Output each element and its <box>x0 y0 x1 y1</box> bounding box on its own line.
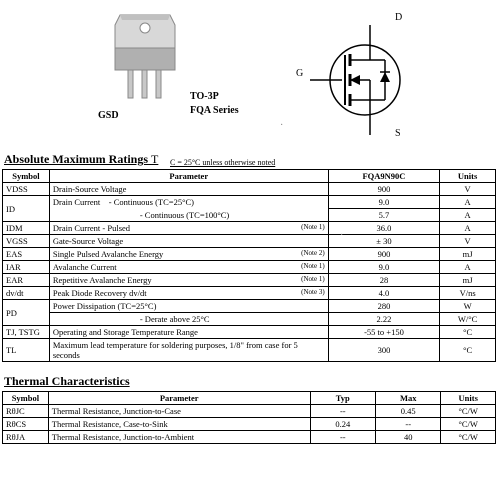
table-row: ID Drain Current - Continuous (TC=25°C) … <box>3 196 496 209</box>
table-row: - Continuous (TC=100°C) 5.7 A <box>3 209 496 222</box>
artifact-icon: · <box>340 230 343 241</box>
table-row: PD Power Dissipation (TC=25°C) 280 W <box>3 300 496 313</box>
table-row: TJ, TSTG Operating and Storage Temperatu… <box>3 326 496 339</box>
table-row: dv/dt Peak Diode Recovery dv/dt (Note 3)… <box>3 287 496 300</box>
header-diagram-area: GSD TO-3P FQA Series D G S <box>0 0 500 150</box>
col-parameter: Parameter <box>48 392 310 405</box>
package-series: FQA Series <box>190 105 239 116</box>
thermal-heading: Thermal Characteristics <box>4 374 500 389</box>
gate-terminal-label: G <box>296 68 303 79</box>
table-row: RθJA Thermal Resistance, Junction-to-Amb… <box>3 431 496 444</box>
col-parameter: Parameter <box>49 170 328 183</box>
transistor-package-icon <box>110 10 180 110</box>
package-type: TO-3P <box>190 91 219 102</box>
table-header-row: Symbol Parameter Typ Max Units <box>3 392 496 405</box>
thermal-characteristics-table: Symbol Parameter Typ Max Units RθJC Ther… <box>2 391 496 444</box>
table-row: EAR Repetitive Avalanche Energy (Note 1)… <box>3 274 496 287</box>
abs-max-ratings-table: Symbol Parameter FQA9N90C Units VDSS Dra… <box>2 169 496 362</box>
table-row: - Derate above 25°C 2.22 W/°C <box>3 313 496 326</box>
table-row: RθCS Thermal Resistance, Case-to-Sink 0.… <box>3 418 496 431</box>
table-header-row: Symbol Parameter FQA9N90C Units <box>3 170 496 183</box>
col-typ: Typ <box>310 392 375 405</box>
mosfet-symbol-icon <box>310 20 410 140</box>
col-symbol: Symbol <box>3 392 49 405</box>
abs-max-condition: C = 25°C unless otherwise noted <box>170 158 275 167</box>
table-row: IAR Avalanche Current (Note 1) 9.0 A <box>3 261 496 274</box>
table-row: TL Maximum lead temperature for solderin… <box>3 339 496 362</box>
artifact-icon: · <box>280 120 283 131</box>
col-units: Units <box>440 170 496 183</box>
source-terminal-label: S <box>395 128 401 139</box>
col-max: Max <box>376 392 441 405</box>
drain-terminal-label: D <box>395 12 402 23</box>
table-row: VGSS Gate-Source Voltage ± 30 V <box>3 235 496 248</box>
table-row: IDM Drain Current - Pulsed (Note 1) 36.0… <box>3 222 496 235</box>
package-type-label: TO-3P FQA Series <box>190 90 239 118</box>
table-row: EAS Single Pulsed Avalanche Energy (Note… <box>3 248 496 261</box>
pin-labels-gsd: GSD <box>98 110 119 121</box>
table-row: VDSS Drain-Source Voltage 900 V <box>3 183 496 196</box>
col-symbol: Symbol <box>3 170 50 183</box>
table-row: RθJC Thermal Resistance, Junction-to-Cas… <box>3 405 496 418</box>
col-device: FQA9N90C <box>328 170 440 183</box>
col-units: Units <box>441 392 496 405</box>
